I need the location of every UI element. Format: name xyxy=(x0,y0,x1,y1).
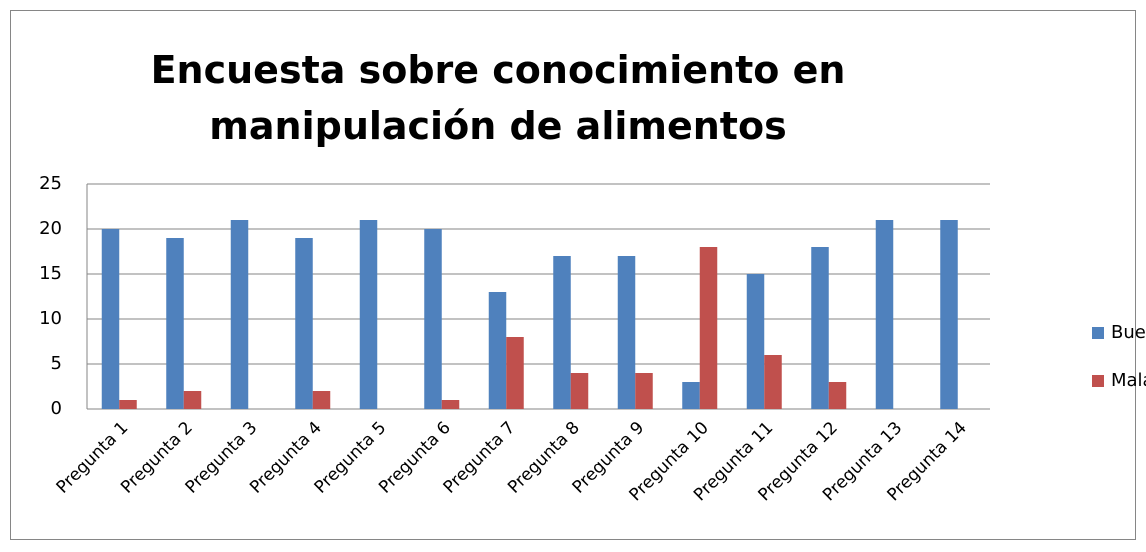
y-tick-label: 15 xyxy=(39,263,62,284)
bar xyxy=(441,400,460,409)
bar xyxy=(699,247,718,409)
legend-swatch xyxy=(1092,327,1104,339)
bar xyxy=(230,220,249,409)
bar xyxy=(875,220,894,409)
bar xyxy=(764,355,782,409)
bar xyxy=(746,274,765,409)
bar xyxy=(635,373,653,409)
y-tick-label: 0 xyxy=(51,398,62,419)
y-tick-label: 20 xyxy=(39,218,62,239)
bar xyxy=(682,382,700,409)
bar xyxy=(424,229,442,409)
legend-label: Malas xyxy=(1111,370,1146,391)
y-tick-label: 25 xyxy=(39,173,62,194)
bar xyxy=(101,229,120,409)
bar xyxy=(488,292,507,409)
bar xyxy=(506,337,524,409)
legend-label: Buenas xyxy=(1111,322,1146,343)
legend-swatch xyxy=(1092,375,1104,387)
bar xyxy=(295,238,313,409)
bar xyxy=(617,256,636,409)
bar xyxy=(312,391,331,409)
bar xyxy=(359,220,378,409)
chart-title: Encuesta sobre conocimiento en manipulac… xyxy=(150,48,846,148)
bar xyxy=(570,373,589,409)
y-tick-label: 10 xyxy=(39,308,62,329)
bar xyxy=(119,400,137,409)
bar xyxy=(166,238,184,409)
bar xyxy=(940,220,958,409)
y-tick-label: 5 xyxy=(51,353,62,374)
bar xyxy=(183,391,202,409)
bar xyxy=(553,256,571,409)
bar xyxy=(828,382,847,409)
bar xyxy=(811,247,829,409)
